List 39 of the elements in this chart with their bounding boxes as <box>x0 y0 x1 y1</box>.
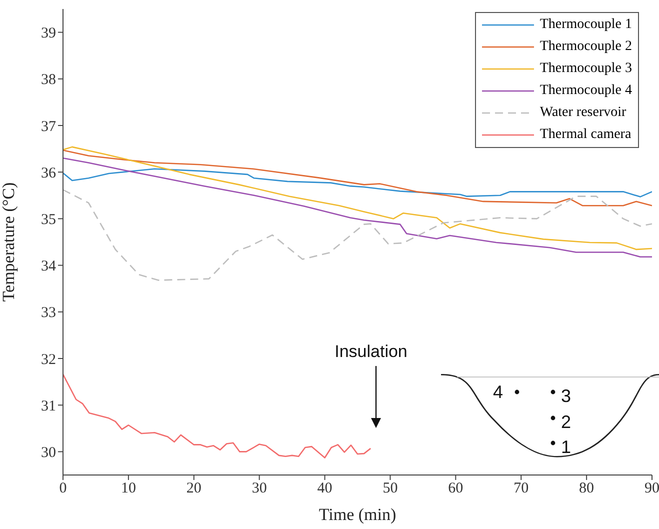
x-tick-label: 50 <box>382 480 398 497</box>
x-tick-label: 10 <box>120 480 136 497</box>
y-tick-label: 33 <box>41 305 56 322</box>
annotation: 1 <box>560 437 572 457</box>
x-tick-label: 90 <box>644 480 659 497</box>
x-tick-label: 70 <box>514 480 529 497</box>
legend-label: Thermocouple 2 <box>540 39 632 55</box>
line-series <box>63 150 652 206</box>
y-tick-label: 36 <box>41 165 56 182</box>
y-tick-label: 31 <box>41 398 56 414</box>
x-tick-label: 0 <box>59 480 67 497</box>
line-series <box>63 146 652 250</box>
annotation: 3 <box>560 386 572 406</box>
x-tick-label: 40 <box>317 480 332 497</box>
y-axis-title: Temperature (°C) <box>0 182 18 302</box>
line-series <box>63 157 652 258</box>
annotation: 4 <box>492 382 504 402</box>
legend-label: Thermal camera <box>540 127 632 143</box>
legend-label: Thermocouple 3 <box>540 61 632 77</box>
line-series <box>63 374 372 458</box>
y-tick-label: 35 <box>41 212 56 228</box>
y-tick-label: 30 <box>41 445 56 462</box>
x-tick-label: 60 <box>448 480 464 497</box>
y-tick-label: 38 <box>41 72 56 88</box>
x-tick-label: 20 <box>186 480 202 497</box>
line-series <box>63 189 652 281</box>
annotation: Insulation <box>334 342 408 361</box>
line-series <box>63 168 652 198</box>
y-tick-label: 34 <box>41 258 56 275</box>
y-tick-label: 39 <box>41 26 56 42</box>
legend-label: Thermocouple 1 <box>540 17 632 33</box>
x-tick-label: 80 <box>579 480 594 497</box>
x-tick-label: 30 <box>252 480 267 497</box>
legend-label: Water reservoir <box>540 105 626 121</box>
x-axis-title: Time (min) <box>318 505 396 524</box>
annotation: 2 <box>560 412 572 432</box>
y-tick-label: 32 <box>41 352 56 368</box>
legend-label: Thermocouple 4 <box>540 83 632 99</box>
y-tick-label: 37 <box>41 118 56 135</box>
